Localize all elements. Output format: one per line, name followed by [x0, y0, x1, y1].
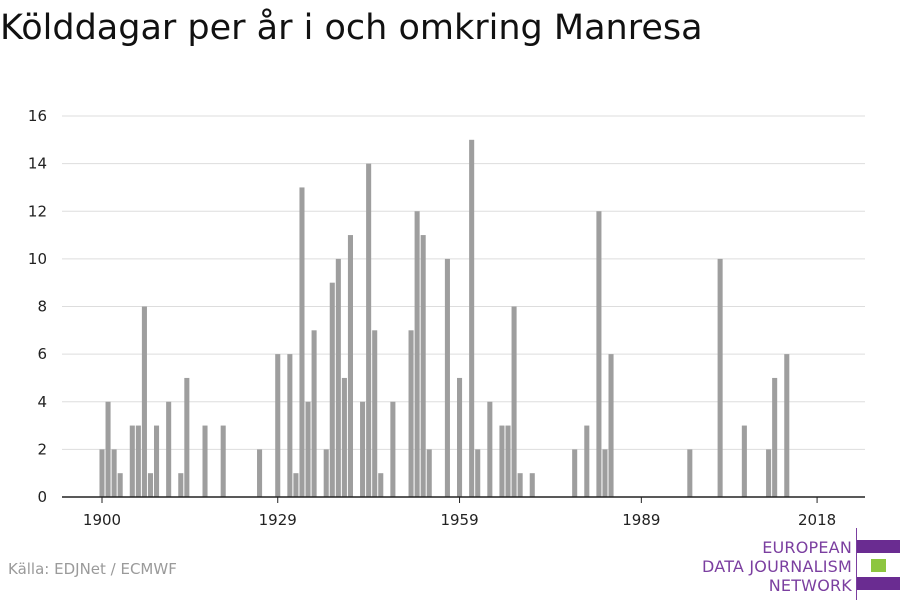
bar — [366, 163, 372, 498]
bar — [335, 258, 341, 498]
bar — [154, 425, 160, 497]
y-tick-label: 4 — [37, 393, 47, 411]
bar — [141, 306, 147, 497]
logo-text: EUROPEAN DATA JOURNALISM NETWORK — [702, 538, 852, 595]
bar — [202, 425, 208, 497]
bar — [360, 401, 366, 497]
bar — [311, 330, 317, 497]
y-tick-label: 16 — [28, 107, 47, 125]
y-axis-ticks: 0 2 4 6 8 10 12 14 16 — [28, 107, 47, 506]
y-tick-label: 12 — [28, 202, 47, 220]
bar — [117, 473, 123, 497]
bar — [717, 258, 723, 498]
bar — [220, 425, 226, 497]
bar — [608, 354, 614, 498]
bar — [178, 473, 184, 497]
bar — [111, 449, 117, 498]
bar — [475, 449, 481, 498]
bar — [511, 306, 517, 497]
bar — [772, 377, 778, 497]
bar — [408, 330, 414, 497]
bar — [572, 449, 578, 498]
bar — [329, 282, 335, 497]
grid-lines — [62, 115, 865, 450]
bar — [505, 425, 511, 497]
logo-line-3: NETWORK — [768, 576, 852, 595]
bar — [287, 354, 293, 498]
x-tick-label: 2018 — [798, 511, 836, 529]
bar — [347, 235, 353, 497]
x-tick-label: 1989 — [622, 511, 660, 529]
logo-divider — [856, 528, 857, 600]
bar — [784, 354, 790, 498]
bar — [426, 449, 432, 498]
bar — [275, 354, 281, 498]
bar — [299, 187, 305, 497]
y-tick-label: 14 — [28, 155, 47, 173]
bar — [99, 449, 105, 498]
x-tick-label: 1959 — [440, 511, 478, 529]
bar — [414, 211, 420, 497]
bar — [602, 449, 608, 498]
bar — [372, 330, 378, 497]
bar — [687, 449, 693, 498]
bar — [499, 425, 505, 497]
y-tick-label: 10 — [28, 250, 47, 268]
bar — [741, 425, 747, 497]
edjnet-logo: EUROPEAN DATA JOURNALISM NETWORK — [700, 528, 900, 600]
y-tick-label: 2 — [37, 440, 47, 458]
bar — [457, 377, 463, 497]
bar — [487, 401, 493, 497]
logo-bar-purple-top — [857, 540, 900, 553]
bar — [166, 401, 172, 497]
bar — [444, 258, 450, 498]
bar — [341, 377, 347, 497]
logo-bar-purple-bottom — [857, 577, 900, 590]
logo-line-1: EUROPEAN — [762, 538, 852, 557]
logo-bar-green — [871, 559, 886, 572]
x-tick-label: 1900 — [83, 511, 121, 529]
bar — [517, 473, 523, 497]
logo-line-2: DATA JOURNALISM — [702, 557, 852, 576]
bar — [596, 211, 602, 497]
bar — [378, 473, 384, 497]
x-axis-ticks: 1900 1929 1959 1989 2018 — [83, 497, 836, 529]
x-tick-label: 1929 — [259, 511, 297, 529]
bar — [293, 473, 299, 497]
y-tick-label: 8 — [37, 298, 47, 316]
y-tick-label: 0 — [37, 488, 47, 506]
chart-title: Kölddagar per år i och omkring Manresa — [0, 8, 703, 48]
bar — [529, 473, 535, 497]
bar — [766, 449, 772, 498]
bar — [390, 401, 396, 497]
bar — [323, 449, 329, 498]
bar — [184, 377, 190, 497]
bar — [257, 449, 263, 498]
y-tick-label: 6 — [37, 345, 47, 363]
bar — [135, 425, 141, 497]
bar — [147, 473, 154, 497]
bar — [469, 139, 475, 497]
bar — [129, 425, 135, 497]
bar — [420, 235, 426, 497]
bar — [305, 401, 311, 497]
source-note: Källa: EDJNet / ECMWF — [8, 560, 177, 578]
bar-series — [99, 139, 790, 498]
bar — [584, 425, 590, 497]
bar — [105, 401, 111, 497]
